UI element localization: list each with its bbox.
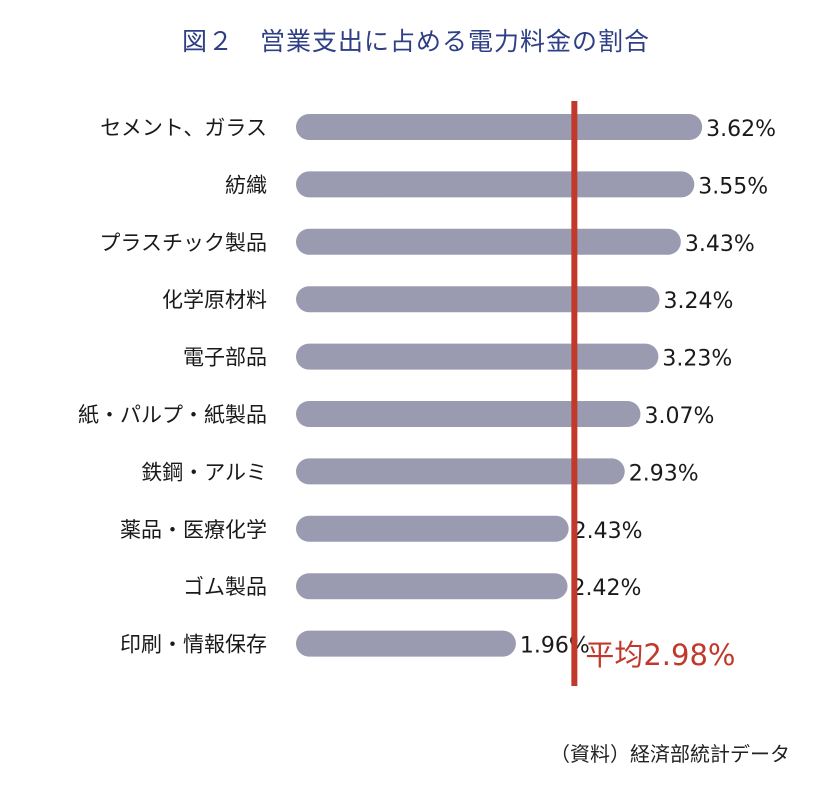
value-label: 3.43% [685, 232, 755, 257]
category-label: 化学原材料 [162, 288, 267, 312]
value-label: 3.24% [664, 289, 734, 314]
category-label: 鉄鋼・アルミ [141, 460, 267, 484]
category-label: 薬品・医療化学 [120, 518, 267, 542]
category-label: ゴム製品 [183, 575, 267, 599]
category-label: 電子部品 [183, 346, 267, 370]
bar [296, 515, 569, 542]
bar [296, 458, 625, 485]
bar [296, 286, 660, 313]
source-note: （資料）経済部統計データ [550, 742, 790, 766]
chart-title: 図２ 営業支出に占める電力料金の割合 [181, 27, 650, 56]
average-label: 平均2.98% [585, 638, 735, 672]
category-label: 紡織 [225, 173, 267, 197]
value-label: 3.23% [662, 347, 732, 372]
bar [296, 343, 659, 370]
category-label: セメント、ガラス [100, 116, 267, 140]
bar [296, 401, 641, 427]
bar [296, 228, 681, 255]
value-label: 3.55% [698, 174, 768, 199]
value-label: 2.93% [629, 461, 699, 486]
value-label: 2.43% [573, 519, 643, 544]
value-label: 3.07% [644, 404, 714, 429]
value-label: 2.42% [572, 576, 642, 601]
category-label: 紙・パルプ・紙製品 [78, 403, 267, 427]
value-label: 1.96% [520, 634, 590, 659]
bar [296, 573, 568, 600]
value-label: 3.62% [706, 117, 776, 142]
bar [296, 114, 703, 140]
category-label: 印刷・情報保存 [120, 633, 267, 657]
category-label: プラスチック製品 [99, 231, 267, 255]
bar [296, 171, 695, 198]
bar [296, 630, 516, 657]
